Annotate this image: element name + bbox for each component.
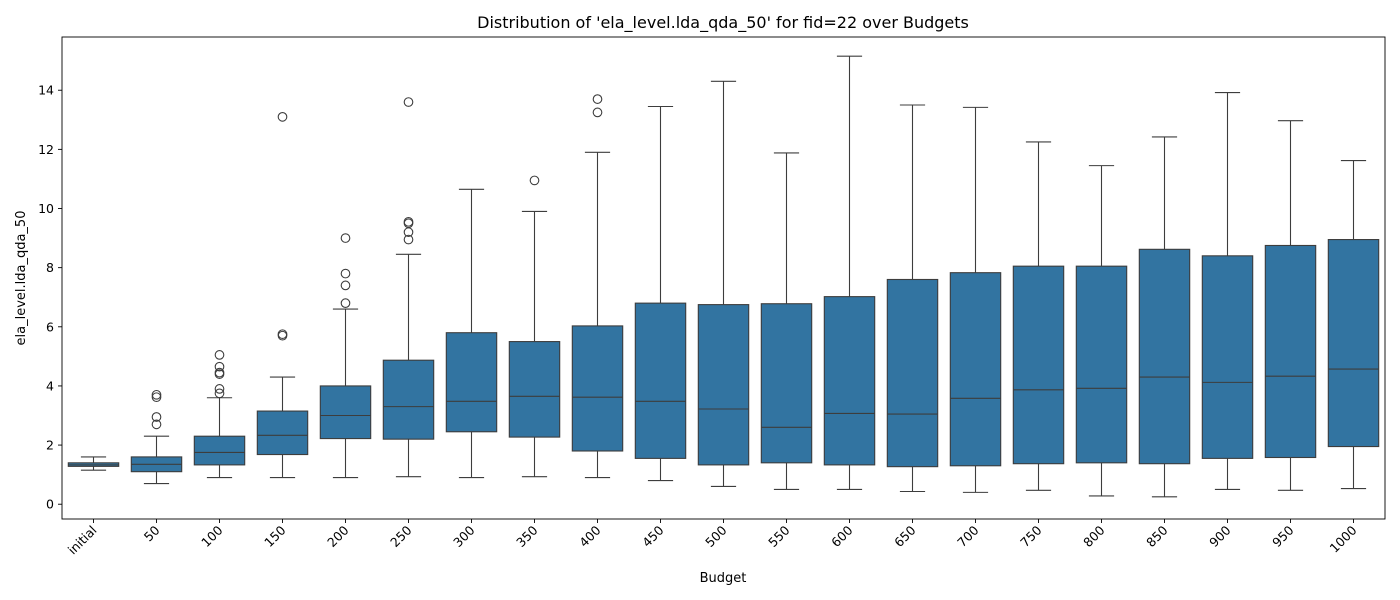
- x-tick-label: 100: [198, 522, 226, 550]
- box-iqr: [634, 302, 687, 459]
- x-tick-label: 850: [1143, 522, 1171, 550]
- chart-title: Distribution of 'ela_level.lda_qda_50' f…: [477, 13, 969, 33]
- box-iqr: [1075, 265, 1128, 464]
- x-tick-label: 950: [1269, 522, 1297, 550]
- box-iqr: [697, 304, 750, 466]
- x-tick-label: 50: [141, 522, 163, 544]
- x-tick-label: 450: [639, 522, 667, 550]
- x-tick-label: 550: [765, 522, 793, 550]
- box-iqr: [886, 278, 939, 468]
- y-tick-label: 4: [46, 378, 54, 393]
- box-group-150: [256, 111, 309, 479]
- x-tick-label: 900: [1206, 522, 1234, 550]
- outlier-point: [214, 388, 225, 399]
- y-axis-label: ela_level.lda_qda_50: [14, 211, 29, 346]
- outlier-point: [277, 111, 288, 122]
- box-iqr: [1201, 255, 1254, 459]
- box-iqr: [1327, 239, 1380, 448]
- box-group-100: [193, 350, 246, 479]
- box-iqr: [571, 325, 624, 452]
- box-group-950: [1264, 120, 1317, 491]
- outlier-point: [277, 329, 288, 340]
- outlier-point: [592, 107, 603, 118]
- box-iqr: [319, 385, 372, 440]
- box-iqr: [508, 341, 561, 438]
- box-group-900: [1201, 92, 1254, 490]
- box-group-250: [382, 97, 435, 478]
- outlier-point: [151, 419, 162, 430]
- outlier-point: [151, 389, 162, 400]
- box-iqr: [760, 303, 813, 464]
- outlier-point: [340, 268, 351, 279]
- box-iqr: [193, 435, 246, 466]
- box-group-700: [949, 106, 1002, 493]
- x-tick-label: 1000: [1327, 522, 1360, 555]
- box-iqr: [382, 359, 435, 440]
- x-tick-label: 250: [387, 522, 415, 550]
- x-tick-label: 650: [891, 522, 919, 550]
- box-iqr: [949, 272, 1002, 467]
- y-axis: 0 2 4 6 8 10 12 14: [38, 83, 62, 512]
- x-tick-label: 150: [261, 522, 289, 550]
- x-axis: initial 50 100 150 200 250 300 350 400 450 500 550 6…: [65, 519, 1360, 557]
- box-iqr: [823, 296, 876, 466]
- y-tick-label: 14: [38, 83, 54, 98]
- box-group-550: [760, 152, 813, 490]
- outlier-point: [340, 233, 351, 243]
- y-tick-label: 2: [46, 438, 54, 453]
- box-group-800: [1075, 165, 1128, 497]
- x-tick-label: 400: [576, 522, 604, 550]
- outlier-point: [403, 97, 414, 107]
- outlier-point: [214, 384, 225, 394]
- x-tick-label: initial: [65, 523, 100, 558]
- box-group-400: [571, 94, 624, 479]
- x-tick-label: 300: [450, 522, 478, 550]
- outlier-point: [592, 94, 603, 104]
- box-group-200: [319, 233, 372, 479]
- box-group-750: [1012, 141, 1065, 491]
- box-iqr: [256, 410, 309, 456]
- outlier-point: [214, 361, 225, 372]
- outlier-point: [151, 412, 162, 422]
- box-group-600: [823, 55, 876, 490]
- outlier-point: [151, 392, 162, 403]
- box-group-initial: [67, 456, 120, 471]
- box-group-350: [508, 175, 561, 478]
- x-tick-label: 800: [1080, 522, 1108, 550]
- y-tick-label: 6: [46, 319, 54, 334]
- x-tick-label: 200: [324, 522, 352, 550]
- box-group-300: [445, 188, 498, 479]
- outlier-point: [529, 175, 540, 186]
- x-tick-label: 600: [828, 522, 856, 550]
- box-group-50: [130, 389, 183, 485]
- x-tick-label: 750: [1017, 522, 1045, 550]
- outlier-point: [403, 234, 414, 245]
- box-group-450: [634, 105, 687, 482]
- box-iqr: [1012, 265, 1065, 465]
- y-tick-label: 12: [38, 142, 54, 157]
- y-tick-label: 10: [38, 201, 54, 216]
- box-iqr: [445, 332, 498, 433]
- box-iqr: [1264, 244, 1317, 459]
- box-iqr: [1138, 248, 1191, 465]
- x-tick-label: 500: [702, 522, 730, 550]
- x-tick-label: 350: [513, 522, 541, 550]
- outlier-point: [214, 367, 225, 378]
- x-tick-label: 700: [954, 522, 982, 550]
- box-group-850: [1138, 136, 1191, 498]
- box-group-500: [697, 80, 750, 488]
- outlier-point: [340, 298, 351, 308]
- x-axis-label: Budget: [700, 571, 747, 586]
- plot-area: [67, 55, 1380, 498]
- y-tick-label: 0: [46, 497, 54, 512]
- box-group-1000: [1327, 160, 1380, 490]
- box-group-650: [886, 104, 939, 493]
- outlier-point: [340, 280, 351, 291]
- y-tick-label: 8: [46, 260, 54, 275]
- outlier-point: [403, 216, 414, 227]
- outlier-point: [214, 350, 225, 360]
